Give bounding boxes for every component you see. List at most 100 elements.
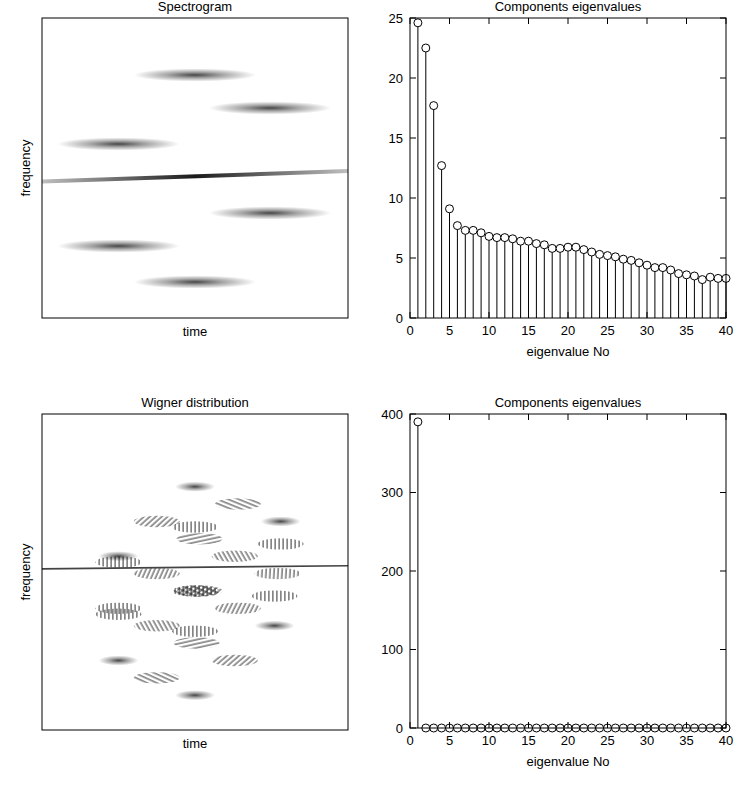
title: Components eigenvalues: [495, 0, 642, 14]
figure: Spectrogramtimefrequency0510152025303540…: [0, 0, 741, 789]
stem-marker: [414, 418, 422, 426]
stem-plot: [414, 19, 730, 318]
x-tick-label: 5: [446, 733, 453, 748]
x-tick-top: [647, 18, 648, 24]
y-tick-label: 100: [381, 642, 403, 657]
atom: [57, 239, 179, 252]
x-tick-top: [568, 18, 569, 24]
y-tick: [410, 492, 416, 493]
x-axis-title: time: [183, 736, 208, 751]
cross-term: [174, 637, 220, 648]
x-tick-label: 15: [521, 323, 535, 338]
y-tick: [410, 649, 416, 650]
stem: [678, 274, 679, 318]
y-tick-right: [720, 138, 726, 139]
x-tick: [726, 312, 727, 318]
x-tick-label: 40: [719, 733, 733, 748]
stem-marker: [651, 264, 659, 272]
y-tick-right: [720, 78, 726, 79]
y-tick-label: 0: [396, 721, 403, 736]
stem: [512, 239, 513, 318]
stem-marker: [683, 271, 691, 279]
y-tick-label: 300: [381, 485, 403, 500]
stem-marker: [580, 246, 588, 254]
x-tick-top: [726, 18, 727, 24]
x-tick: [449, 722, 450, 728]
stem: [504, 238, 505, 318]
image-plot: [42, 18, 348, 318]
x-tick-top: [607, 18, 608, 24]
stem-marker: [596, 250, 604, 258]
atom: [255, 621, 295, 631]
y-tick: [410, 414, 416, 415]
y-tick-right: [720, 492, 726, 493]
x-tick-label: 20: [561, 733, 575, 748]
stem-marker: [461, 226, 469, 234]
x-tick-label: 40: [719, 323, 733, 338]
stem: [591, 252, 592, 318]
cross-term: [134, 568, 180, 579]
y-tick-label: 200: [381, 564, 403, 579]
x-tick-label: 5: [446, 323, 453, 338]
y-tick: [410, 138, 416, 139]
x-tick-label: 15: [521, 733, 535, 748]
x-tick: [686, 312, 687, 318]
y-tick: [410, 571, 416, 572]
stem-marker: [477, 229, 485, 237]
x-tick-label: 0: [406, 323, 413, 338]
atom: [209, 101, 331, 114]
stem-marker: [604, 252, 612, 260]
stem: [552, 248, 553, 318]
y-tick-label: 15: [389, 131, 403, 146]
x-tick-top: [607, 414, 608, 420]
stem: [433, 106, 434, 318]
stem: [615, 257, 616, 318]
stem: [568, 247, 569, 318]
stem-marker: [667, 266, 675, 274]
stem-marker: [698, 276, 706, 284]
stem-marker: [564, 243, 572, 251]
stem: [575, 247, 576, 318]
stem: [607, 256, 608, 318]
x-tick: [568, 722, 569, 728]
frame: [42, 414, 348, 730]
stem: [528, 241, 529, 318]
atom: [175, 482, 215, 492]
stem: [654, 268, 655, 318]
stem-marker: [572, 243, 580, 251]
stem-marker: [690, 272, 698, 280]
y-tick-right: [720, 258, 726, 259]
stem: [520, 241, 521, 318]
stem-marker: [627, 256, 635, 264]
stem-marker: [643, 261, 651, 269]
atom: [209, 206, 331, 219]
title: Wigner distribution: [141, 395, 249, 410]
atom: [134, 275, 256, 288]
stem-marker: [469, 226, 477, 234]
stem-marker: [540, 241, 548, 249]
cross-term: [134, 672, 180, 683]
x-tick: [449, 312, 450, 318]
title: Spectrogram: [158, 0, 232, 14]
image-plot: [42, 414, 348, 730]
stem-marker: [635, 259, 643, 267]
x-tick: [528, 312, 529, 318]
cross-term: [172, 521, 218, 532]
x-tick: [607, 722, 608, 728]
x-tick: [489, 722, 490, 728]
stem: [417, 23, 418, 318]
stem: [599, 254, 600, 318]
stem: [457, 226, 458, 318]
stem: [465, 230, 466, 318]
y-tick-right: [720, 649, 726, 650]
x-tick-top: [528, 414, 529, 420]
x-tick: [726, 722, 727, 728]
stem-marker: [611, 253, 619, 261]
x-tick: [568, 312, 569, 318]
stem-marker: [430, 102, 438, 110]
cross-term: [258, 538, 304, 549]
y-tick: [410, 78, 416, 79]
stem: [631, 260, 632, 318]
stem: [425, 48, 426, 318]
x-tick-label: 25: [600, 323, 614, 338]
